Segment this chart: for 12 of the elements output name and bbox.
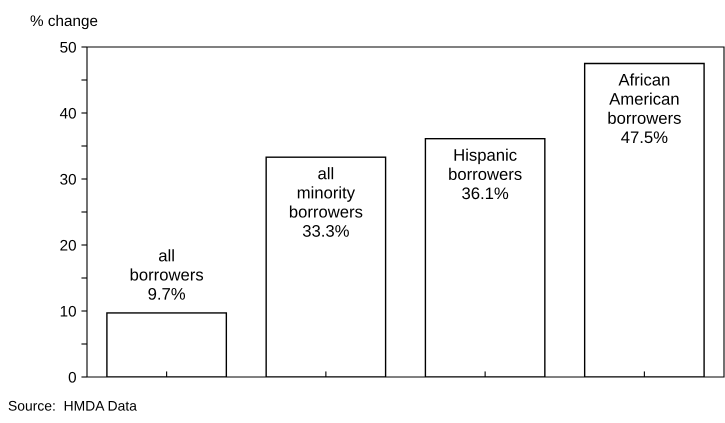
y-tick-label: 50 bbox=[60, 42, 76, 53]
source-note: Source: HMDA Data bbox=[8, 400, 137, 411]
y-tick-label: 20 bbox=[60, 240, 76, 251]
y-axis-title: % change bbox=[30, 14, 98, 30]
data-label: Hispanic borrowers 36.1% bbox=[449, 148, 522, 200]
y-tick-label: 30 bbox=[60, 174, 76, 185]
y-tick-label: 40 bbox=[60, 108, 76, 119]
data-label: all borrowers 9.7% bbox=[130, 249, 204, 300]
data-label: African American borrowers 47.5% bbox=[608, 73, 681, 144]
data-label: all minority borrowers 33.3% bbox=[290, 167, 362, 237]
y-tick-label: 10 bbox=[60, 306, 76, 317]
y-tick-label: 0 bbox=[68, 372, 76, 383]
